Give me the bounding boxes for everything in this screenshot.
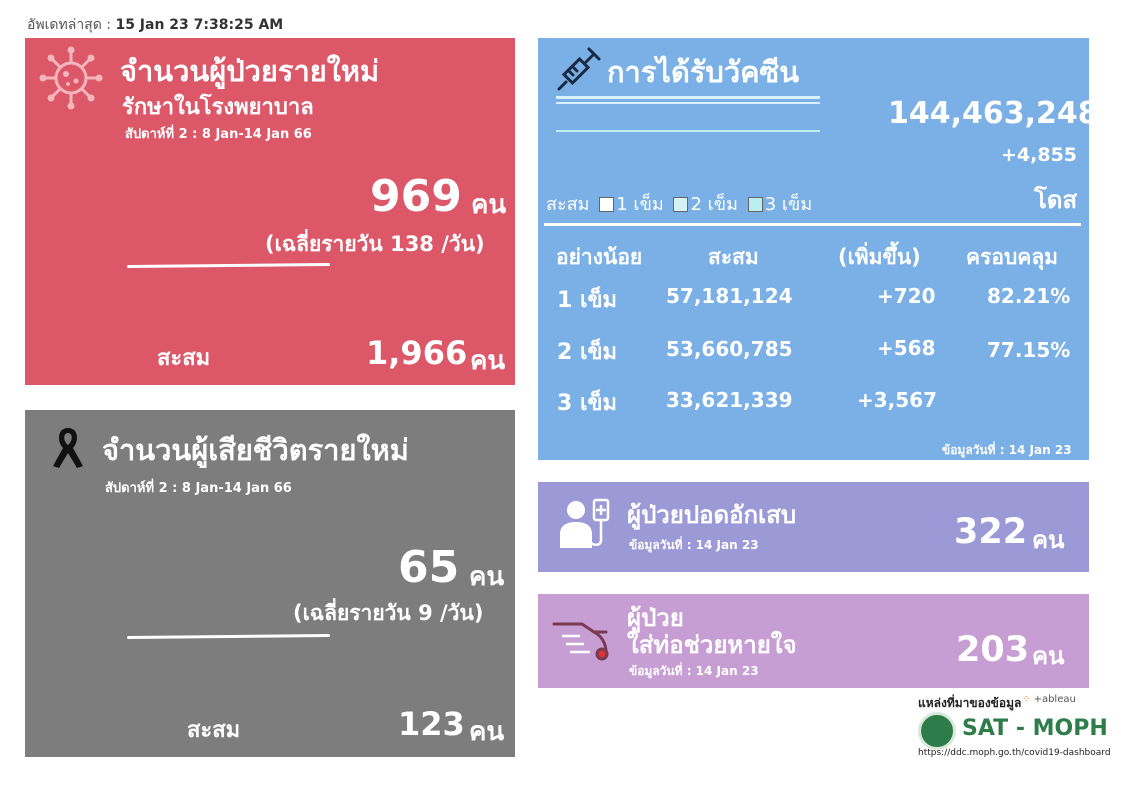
new-cases-panel[interactable]: จำนวนผู้ป่วยรายใหม่ รักษาในโรงพยาบาล สัป… <box>25 38 515 385</box>
new-cases-trend-line <box>126 262 331 269</box>
tableau-mark-icon: ⁘ <box>1022 694 1031 705</box>
new-cases-value: 969 <box>370 171 462 222</box>
deaths-unit: คน <box>469 562 505 592</box>
deaths-title: จำนวนผู้เสียชีวิตรายใหม่ <box>102 433 409 467</box>
ventilator-title-line2: ใส่ท่อช่วยหายใจ <box>627 631 797 659</box>
last-updated: อัพเดทล่าสุด : 15 Jan 23 7:38:25 AM <box>27 14 283 36</box>
vaccine-legend: สะสม 1 เข็ม 2 เข็ม 3 เข็ม <box>546 189 812 218</box>
legend-swatch-dose2 <box>673 197 689 212</box>
vaccine-row2-dose: 2 เข็ม <box>557 340 618 365</box>
ventilator-title-line1: ผู้ป่วย <box>627 604 684 632</box>
new-cases-subtitle: รักษาในโรงพยาบาล <box>122 95 314 120</box>
vaccine-progress-line <box>556 130 820 132</box>
legend-dose3: 3 เข็ม <box>764 194 813 215</box>
tableau-wordmark: +ableau <box>1033 694 1076 705</box>
vaccine-title-underline <box>556 96 820 99</box>
source-org: SAT - MOPH <box>962 716 1108 741</box>
vaccine-row3-dose: 3 เข็ม <box>557 391 618 416</box>
patient-iv-icon <box>560 498 610 548</box>
new-cases-accum-label: สะสม <box>157 346 211 371</box>
syringe-icon <box>557 47 601 91</box>
vaccine-divider <box>544 223 1081 226</box>
mourning-ribbon-icon <box>53 428 83 468</box>
ventilator-value: 203 <box>956 630 1030 670</box>
pneumonia-card[interactable]: ผู้ป่วยปอดอักเสบ ข้อมูลวันที่ : 14 Jan 2… <box>538 482 1089 572</box>
ventilator-icon <box>552 622 609 661</box>
ventilator-as-of: ข้อมูลวันที่ : 14 Jan 23 <box>629 664 759 678</box>
deaths-accum-unit: คน <box>469 717 505 747</box>
pneumonia-unit: คน <box>1032 526 1065 554</box>
vaccine-row1-increase: +720 <box>877 284 936 308</box>
vaccine-row1-coverage: 82.21% <box>987 284 1071 308</box>
new-cases-average: (เฉลี่ยรายวัน 138 /วัน) <box>265 232 485 256</box>
vaccine-row1-accum: 57,181,124 <box>666 284 793 308</box>
legend-prefix: สะสม <box>546 194 590 215</box>
vaccine-header-min: อย่างน้อย <box>556 245 643 269</box>
pneumonia-title: ผู้ป่วยปอดอักเสบ <box>627 501 797 529</box>
new-cases-week: สัปดาห์ที่ 2 : 8 Jan-14 Jan 66 <box>125 127 312 142</box>
vaccine-header-increase: (เพิ่มขึ้น) <box>838 245 921 269</box>
new-cases-title: จำนวนผู้ป่วยรายใหม่ <box>120 54 380 88</box>
source-label: แหล่งที่มาของข้อมูล <box>918 696 1022 710</box>
vaccine-header-accum: สะสม <box>708 245 759 269</box>
vaccine-row3-increase: +3,567 <box>857 388 938 412</box>
vaccine-title-underline-2 <box>556 102 820 104</box>
ventilator-unit: คน <box>1032 642 1065 670</box>
deaths-accum-value: 123 <box>398 705 465 743</box>
deaths-accum-label: สะสม <box>187 718 241 743</box>
tableau-logo: ⁘ +ableau <box>1022 694 1076 705</box>
deaths-average: (เฉลี่ยรายวัน 9 /วัน) <box>293 601 484 625</box>
deaths-panel[interactable]: จำนวนผู้เสียชีวิตรายใหม่ สัปดาห์ที่ 2 : … <box>25 410 515 757</box>
virus-icon <box>39 46 103 110</box>
vaccine-total: 144,463,248 <box>888 96 1099 131</box>
last-updated-label: อัพเดทล่าสุด : <box>27 17 111 33</box>
pneumonia-value: 322 <box>954 512 1028 552</box>
vaccine-row2-accum: 53,660,785 <box>666 337 793 361</box>
new-cases-accum-unit: คน <box>470 346 506 376</box>
new-cases-accum-value: 1,966 <box>366 334 468 372</box>
ventilator-card[interactable]: ผู้ป่วย ใส่ท่อช่วยหายใจ ข้อมูลวันที่ : 1… <box>538 594 1089 688</box>
vaccine-as-of: ข้อมูลวันที่ : 14 Jan 23 <box>942 443 1072 457</box>
source-url[interactable]: https://ddc.moph.go.th/covid19-dashboard <box>918 748 1111 758</box>
moph-seal-icon <box>918 712 956 750</box>
deaths-trend-line <box>126 633 331 640</box>
vaccine-row1-dose: 1 เข็ม <box>557 288 618 313</box>
vaccine-row2-coverage: 77.15% <box>987 338 1071 362</box>
vaccine-title: การได้รับวัคซีน <box>607 55 800 89</box>
vaccine-increase: +4,855 <box>1001 144 1078 166</box>
new-cases-unit: คน <box>471 190 507 220</box>
legend-swatch-dose3 <box>747 197 763 212</box>
legend-swatch-dose1 <box>599 197 615 212</box>
legend-dose1: 1 เข็ม <box>616 194 664 215</box>
vaccine-row2-increase: +568 <box>877 336 936 360</box>
last-updated-value: 15 Jan 23 7:38:25 AM <box>115 17 284 33</box>
vaccine-row3-accum: 33,621,339 <box>666 388 793 412</box>
vaccine-header-coverage: ครอบคลุม <box>966 245 1059 269</box>
deaths-value: 65 <box>398 542 460 593</box>
deaths-week: สัปดาห์ที่ 2 : 8 Jan-14 Jan 66 <box>105 481 292 496</box>
legend-dose2: 2 เข็ม <box>690 194 738 215</box>
vaccine-unit: โดส <box>1034 186 1078 214</box>
pneumonia-as-of: ข้อมูลวันที่ : 14 Jan 23 <box>629 538 759 552</box>
vaccine-panel[interactable]: การได้รับวัคซีน 144,463,248 +4,855 โดส ส… <box>538 38 1099 460</box>
